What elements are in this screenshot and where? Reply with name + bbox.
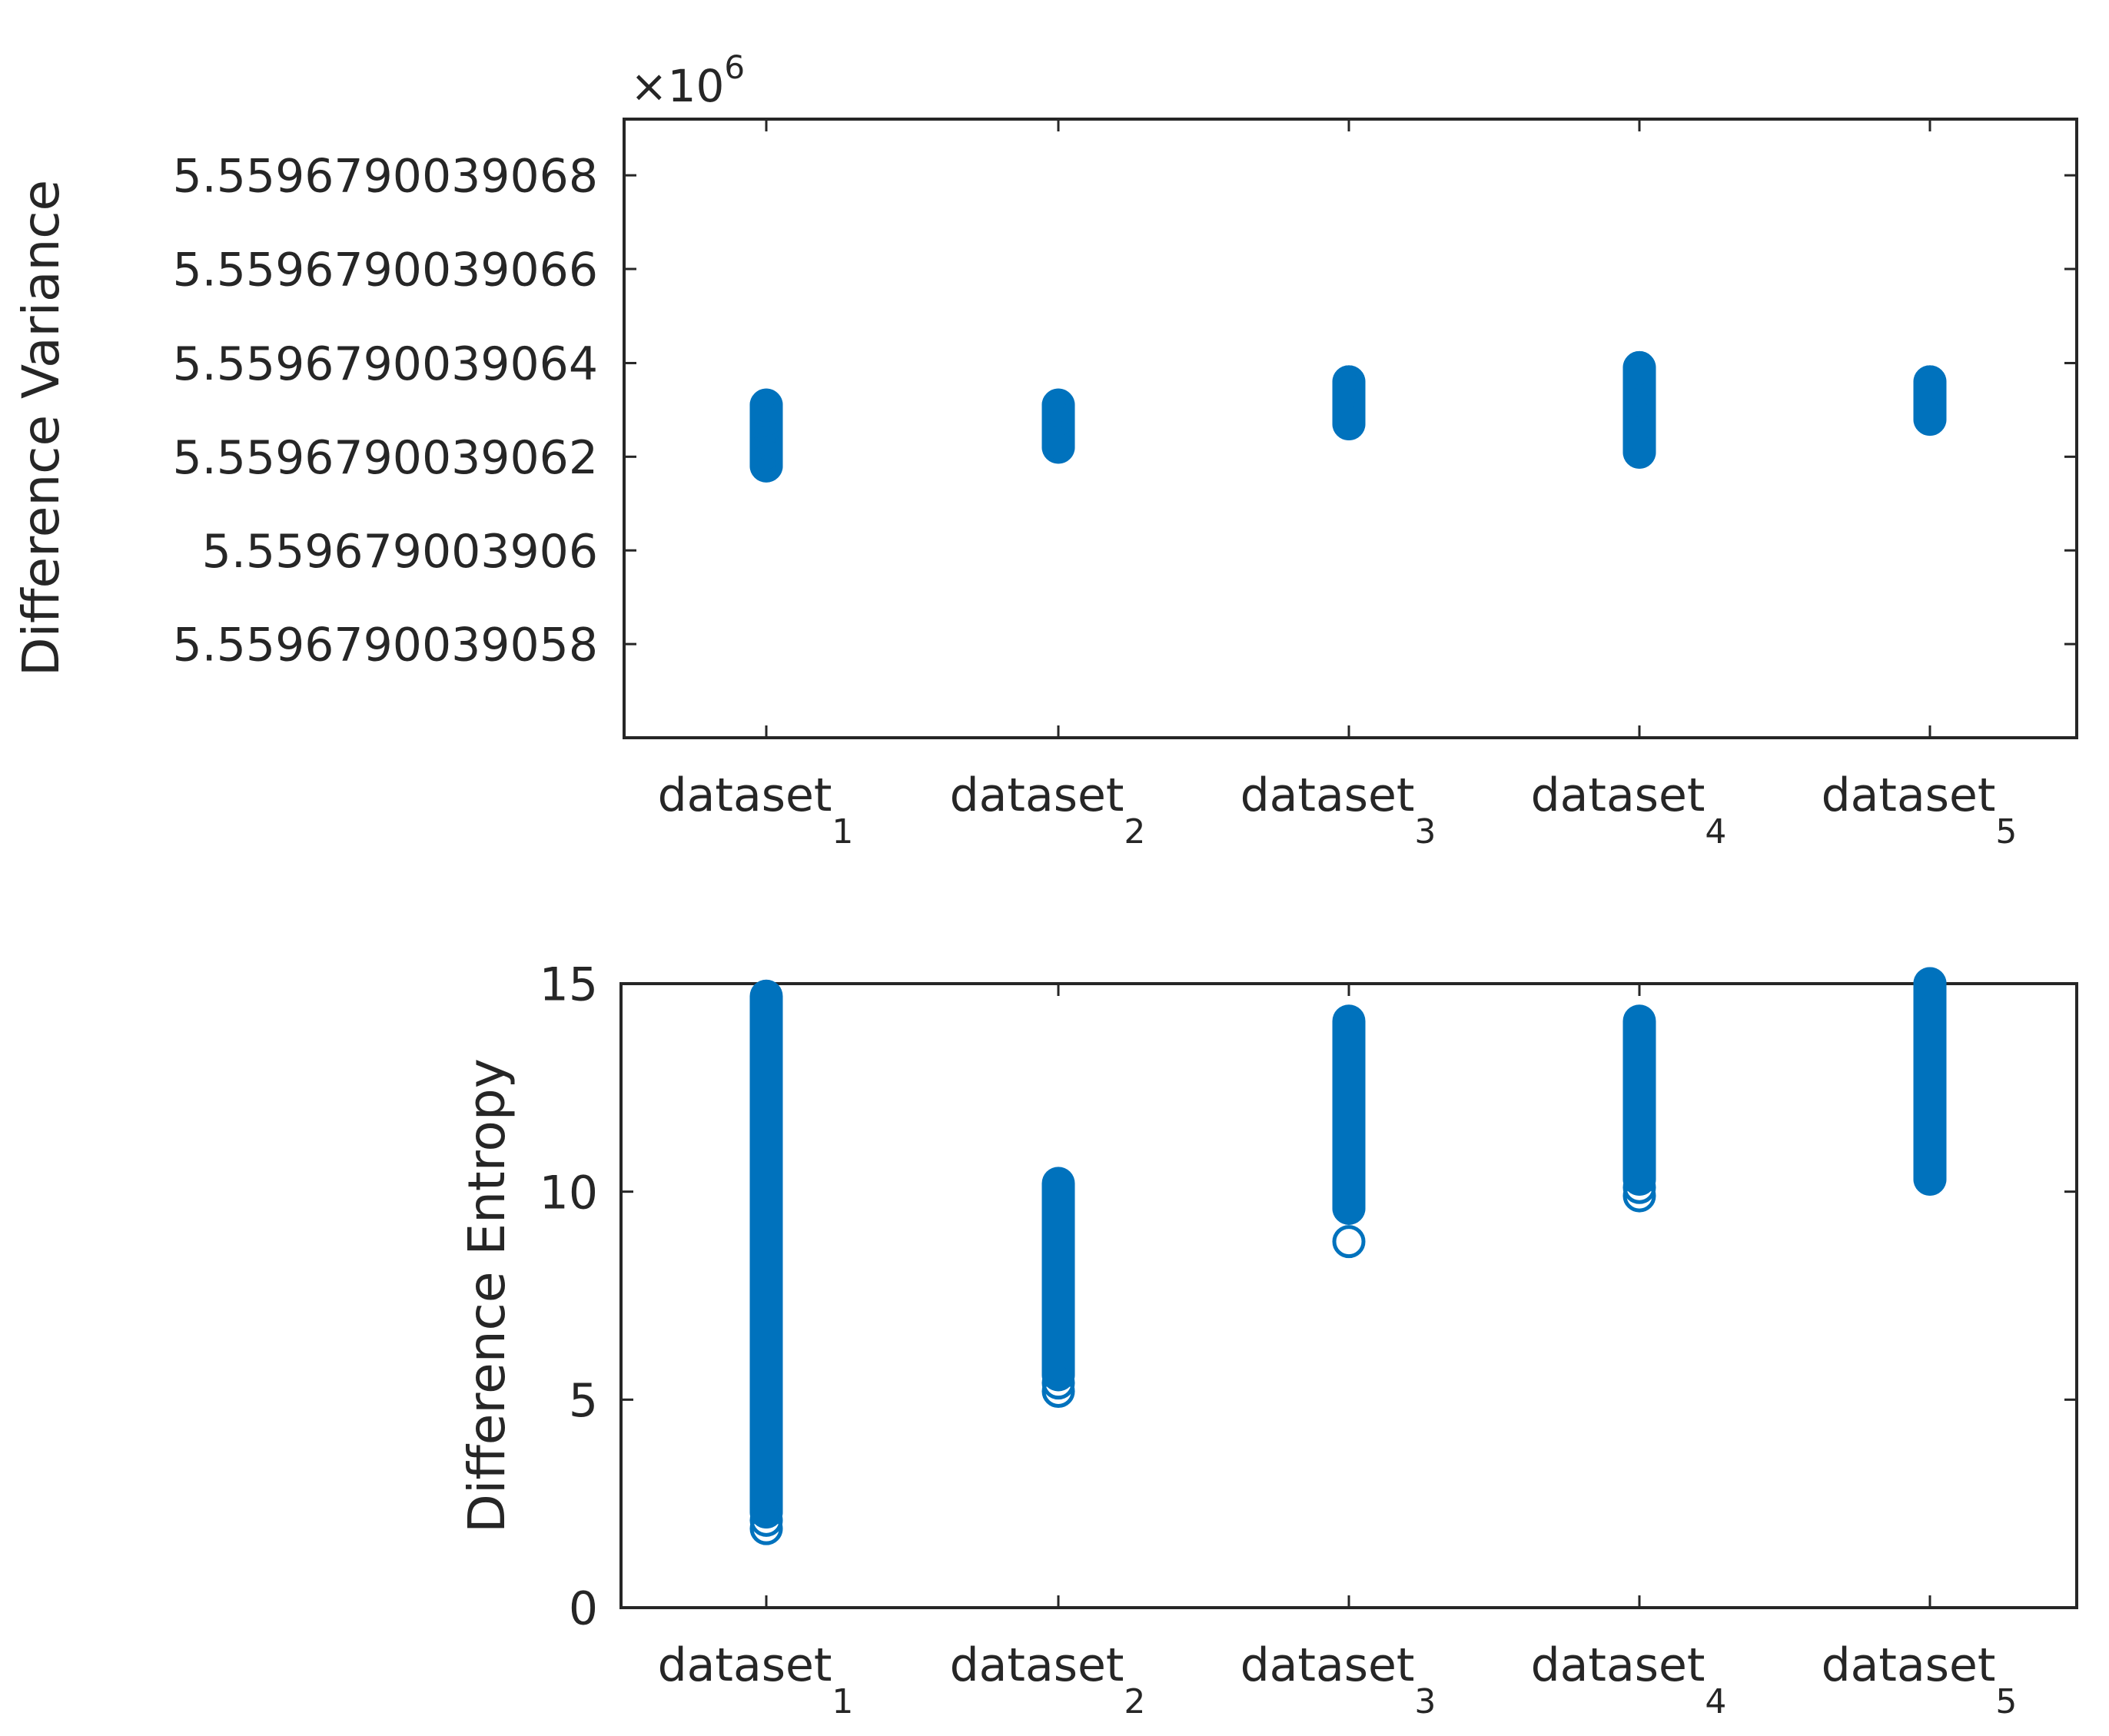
y-tick-label: 5.5596790039058	[172, 619, 598, 672]
x-tick-label-base: dataset	[950, 768, 1124, 822]
x-tick-label-subscript: 3	[1414, 1682, 1436, 1721]
y-axis-multiplier-exponent: 6	[724, 48, 745, 86]
data-point	[749, 388, 783, 422]
data-point	[1041, 426, 1075, 460]
x-tick-label-subscript: 2	[1124, 1682, 1145, 1721]
data-point	[1913, 365, 1947, 399]
x-tick-label-subscript: 1	[832, 812, 853, 851]
x-tick-label-subscript: 5	[1995, 812, 2017, 851]
x-tick-label-base: dataset	[1531, 1638, 1705, 1692]
axes-box	[623, 118, 2078, 739]
x-tick-label-subscript: 4	[1705, 1682, 1726, 1721]
x-tick-label-dataset5: dataset5	[1822, 768, 2018, 851]
x-tick-label-base: dataset	[1531, 768, 1705, 822]
y-tick-label: 5.5596790039066	[172, 244, 598, 297]
data-point	[749, 1495, 783, 1529]
series-dataset4	[1622, 350, 1656, 469]
series-dataset1	[749, 388, 783, 483]
y-tick-label: 5	[569, 1374, 598, 1428]
difference-entropy-plot: 051015dataset1dataset2dataset3dataset4da…	[457, 958, 2078, 1721]
data-point	[1041, 1358, 1075, 1392]
data-point	[749, 426, 783, 460]
y-axis-label: Difference Entropy	[457, 1058, 516, 1533]
marker-cluster-dataset5	[1913, 967, 1947, 1196]
data-point	[1913, 967, 1947, 1001]
data-point	[1622, 1170, 1656, 1204]
difference-variance-plot: 5.5596790039058 5.559679003906 5.559679003…	[12, 48, 2078, 851]
x-tick-label-base: dataset	[658, 768, 832, 822]
data-point	[749, 1512, 783, 1545]
x-tick-label-subscript: 3	[1414, 812, 1436, 851]
y-tick-label: 5.559679003906	[202, 525, 598, 579]
x-tick-label-dataset4: dataset4	[1531, 1638, 1727, 1721]
data-point	[1913, 403, 1947, 436]
data-point	[749, 449, 783, 483]
x-tick-label-base: dataset	[1822, 768, 1996, 822]
series-dataset1	[749, 979, 783, 1545]
x-tick-label-base: dataset	[658, 1638, 832, 1692]
x-tick-label-dataset2: dataset2	[950, 1638, 1146, 1721]
data-point	[749, 403, 783, 436]
y-tick-label: 0	[569, 1582, 598, 1636]
x-tick-label-dataset5: dataset5	[1822, 1638, 2018, 1721]
series-dataset5	[1913, 967, 1947, 1196]
series-dataset3	[1332, 1004, 1366, 1259]
data-point	[749, 1503, 783, 1537]
x-tick-label-dataset1: dataset1	[658, 1638, 854, 1721]
data-point	[1041, 388, 1075, 422]
data-point	[1332, 365, 1366, 399]
x-tick-label-dataset2: dataset2	[950, 768, 1146, 851]
y-tick-label: 5.5596790039064	[172, 337, 598, 391]
data-point	[1332, 1225, 1366, 1259]
x-tick-label-base: dataset	[1240, 1638, 1415, 1692]
series-dataset2	[1041, 1167, 1075, 1409]
marker-cluster-dataset3	[1332, 1004, 1366, 1225]
x-tick-label-dataset3: dataset3	[1240, 1638, 1436, 1721]
x-tick-label-subscript: 4	[1705, 812, 1726, 851]
y-tick-label: 10	[540, 1166, 598, 1220]
data-point	[1622, 393, 1656, 427]
data-point	[1913, 388, 1947, 422]
y-axis-multiplier: ×106	[630, 48, 745, 112]
data-point	[1913, 1162, 1947, 1196]
series-dataset4	[1622, 1004, 1656, 1213]
data-point	[1622, 417, 1656, 450]
data-point	[1622, 403, 1656, 436]
x-tick-label-dataset3: dataset3	[1240, 768, 1436, 851]
marker-cluster-dataset4	[1622, 1004, 1656, 1196]
data-point	[1622, 370, 1656, 403]
data-point	[1332, 1191, 1366, 1225]
x-tick-label-subscript: 5	[1995, 1682, 2017, 1721]
x-tick-label-subscript: 2	[1124, 812, 1145, 851]
y-axis-label: Difference Variance	[12, 180, 71, 676]
data-point	[1041, 1366, 1075, 1400]
y-tick-label: 5.5596790039068	[172, 150, 598, 204]
x-tick-label-subscript: 1	[832, 1682, 853, 1721]
y-axis-multiplier-base: ×10	[630, 60, 724, 112]
data-point	[1622, 1162, 1656, 1196]
data-point	[1332, 383, 1366, 417]
y-tick-label: 15	[540, 958, 598, 1012]
x-tick-label-base: dataset	[1822, 1638, 1996, 1692]
series-dataset3	[1332, 365, 1366, 441]
marker-cluster-dataset2	[1041, 1167, 1075, 1392]
data-point	[1622, 1179, 1656, 1213]
marker-cluster-dataset1	[749, 979, 783, 1529]
series-dataset2	[1041, 388, 1075, 464]
x-tick-label-dataset4: dataset4	[1531, 768, 1727, 851]
data-point	[1041, 1375, 1075, 1409]
data-point	[1622, 350, 1656, 384]
data-point	[1041, 403, 1075, 436]
y-tick-label: 5.5596790039062	[172, 431, 598, 485]
data-point	[1913, 379, 1947, 413]
x-tick-label-base: dataset	[1240, 768, 1415, 822]
x-tick-label-dataset1: dataset1	[658, 768, 854, 851]
series-dataset5	[1913, 365, 1947, 436]
x-tick-label-base: dataset	[950, 1638, 1124, 1692]
